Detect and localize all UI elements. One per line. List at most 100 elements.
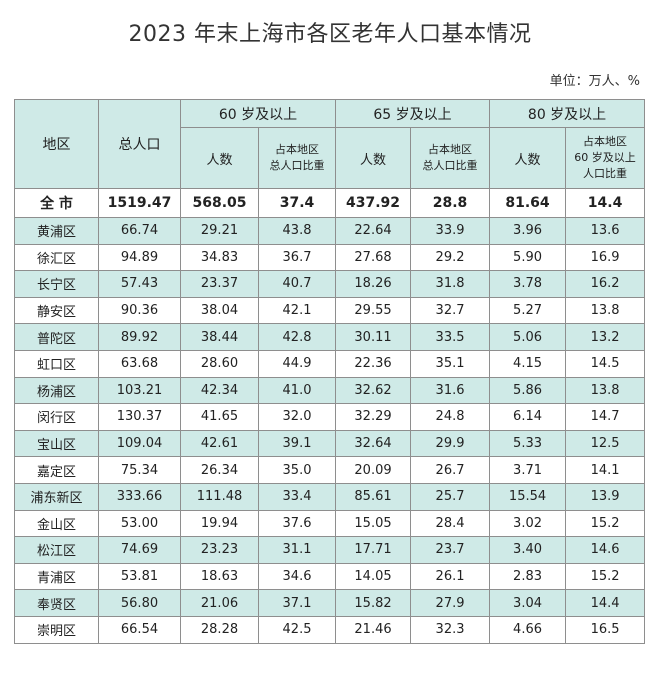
people-80-cell: 3.71 (489, 456, 567, 484)
people-60-cell: 42.61 (180, 429, 259, 458)
share-60-cell: 32.0 (257, 403, 337, 431)
people-80-cell: 5.27 (489, 296, 567, 325)
share-65-cell: 35.1 (410, 349, 491, 378)
header-people-80: 人数 (489, 127, 567, 189)
share-65-cell: 33.5 (410, 323, 491, 351)
share-60-cell: 37.4 (257, 188, 337, 218)
table-row: 松江区 74.69 23.23 31.1 17.71 23.7 3.40 14.6 (14, 536, 646, 564)
people-65-cell: 14.05 (335, 562, 412, 591)
region-cell: 浦东新区 (14, 482, 99, 511)
share-80-cell: 14.5 (565, 349, 646, 378)
header-share-65: 占本地区 总人口比重 (410, 127, 491, 189)
header-share-line2: 总人口比重 (269, 159, 325, 172)
region-cell: 长宁区 (14, 270, 99, 298)
header-share-line2: 总人口比重 (422, 159, 478, 172)
share-65-cell: 32.3 (410, 615, 491, 644)
share-80-cell: 16.5 (565, 615, 646, 644)
share-60-cell: 37.6 (257, 509, 337, 538)
share-60-cell: 39.1 (257, 429, 337, 458)
total-pop-cell: 53.00 (98, 509, 181, 538)
region-cell: 青浦区 (14, 562, 99, 591)
people-65-cell: 32.64 (335, 429, 412, 458)
share-65-cell: 28.4 (410, 509, 491, 538)
people-65-cell: 85.61 (335, 482, 412, 511)
total-pop-cell: 130.37 (98, 403, 181, 431)
header-region: 地区 (14, 99, 99, 189)
share-60-cell: 42.8 (257, 323, 337, 351)
total-pop-cell: 333.66 (98, 482, 181, 511)
share-80-cell: 14.6 (565, 536, 646, 564)
table-row: 虹口区 63.68 28.60 44.9 22.36 35.1 4.15 14.5 (14, 349, 646, 378)
people-80-cell: 5.06 (489, 323, 567, 351)
share-65-cell: 25.7 (410, 482, 491, 511)
header-people-65: 人数 (335, 127, 412, 189)
share-80-cell: 16.9 (565, 243, 646, 272)
share-65-cell: 24.8 (410, 403, 491, 431)
region-cell: 闵行区 (14, 403, 99, 431)
share-60-cell: 44.9 (257, 349, 337, 378)
share-80-cell: 16.2 (565, 270, 646, 298)
people-80-cell: 5.86 (489, 376, 567, 405)
header-share-line1: 占本地区 (428, 143, 473, 156)
total-pop-cell: 103.21 (98, 376, 181, 405)
table-row: 普陀区 89.92 38.44 42.8 30.11 33.5 5.06 13.2 (14, 323, 646, 351)
share-60-cell: 33.4 (257, 482, 337, 511)
people-80-cell: 5.90 (489, 243, 567, 272)
region-cell: 嘉定区 (14, 456, 99, 484)
share-65-cell: 31.6 (410, 376, 491, 405)
table-row: 黄浦区 66.74 29.21 43.8 22.64 33.9 3.96 13.6 (14, 217, 646, 245)
total-pop-cell: 53.81 (98, 562, 181, 591)
people-60-cell: 18.63 (180, 562, 259, 591)
region-cell: 崇明区 (14, 615, 99, 644)
share-80-cell: 13.9 (565, 482, 646, 511)
header-share80-line2: 60 岁及以上 (574, 151, 636, 164)
people-80-cell: 81.64 (489, 188, 567, 218)
people-65-cell: 22.64 (335, 217, 412, 245)
people-80-cell: 3.78 (489, 270, 567, 298)
people-80-cell: 3.04 (489, 589, 567, 617)
region-cell: 金山区 (14, 509, 99, 538)
region-cell: 全 市 (14, 188, 99, 218)
share-60-cell: 35.0 (257, 456, 337, 484)
total-pop-cell: 90.36 (98, 296, 181, 325)
share-65-cell: 29.9 (410, 429, 491, 458)
people-60-cell: 26.34 (180, 456, 259, 484)
people-60-cell: 42.34 (180, 376, 259, 405)
region-cell: 杨浦区 (14, 376, 99, 405)
region-cell: 黄浦区 (14, 217, 99, 245)
header-share-60: 占本地区 总人口比重 (257, 127, 337, 189)
people-65-cell: 15.05 (335, 509, 412, 538)
page-title: 2023 年末上海市各区老年人口基本情况 (128, 22, 532, 47)
people-80-cell: 2.83 (489, 562, 567, 591)
people-60-cell: 23.23 (180, 536, 259, 564)
region-cell: 静安区 (14, 296, 99, 325)
total-pop-cell: 63.68 (98, 349, 181, 378)
people-65-cell: 437.92 (335, 188, 412, 218)
share-60-cell: 36.7 (257, 243, 337, 272)
share-65-cell: 26.7 (410, 456, 491, 484)
share-80-cell: 13.6 (565, 217, 646, 245)
people-60-cell: 568.05 (180, 188, 259, 218)
people-65-cell: 20.09 (335, 456, 412, 484)
people-80-cell: 3.40 (489, 536, 567, 564)
table-row: 杨浦区 103.21 42.34 41.0 32.62 31.6 5.86 13.8 (14, 376, 646, 405)
share-65-cell: 27.9 (410, 589, 491, 617)
share-65-cell: 29.2 (410, 243, 491, 272)
share-80-cell: 14.7 (565, 403, 646, 431)
people-60-cell: 21.06 (180, 589, 259, 617)
share-65-cell: 32.7 (410, 296, 491, 325)
share-60-cell: 43.8 (257, 217, 337, 245)
people-65-cell: 29.55 (335, 296, 412, 325)
table-row: 奉贤区 56.80 21.06 37.1 15.82 27.9 3.04 14.4 (14, 589, 646, 617)
people-60-cell: 111.48 (180, 482, 259, 511)
region-cell: 徐汇区 (14, 243, 99, 272)
table-row: 嘉定区 75.34 26.34 35.0 20.09 26.7 3.71 14.1 (14, 456, 646, 484)
table-row: 徐汇区 94.89 34.83 36.7 27.68 29.2 5.90 16.9 (14, 243, 646, 272)
people-60-cell: 23.37 (180, 270, 259, 298)
total-pop-cell: 74.69 (98, 536, 181, 564)
total-pop-cell: 56.80 (98, 589, 181, 617)
table-body: 全 市 1519.47 568.05 37.4 437.92 28.8 81.64 14.4 黄… (14, 188, 646, 644)
total-pop-cell: 94.89 (98, 243, 181, 272)
people-80-cell: 3.96 (489, 217, 567, 245)
people-80-cell: 3.02 (489, 509, 567, 538)
